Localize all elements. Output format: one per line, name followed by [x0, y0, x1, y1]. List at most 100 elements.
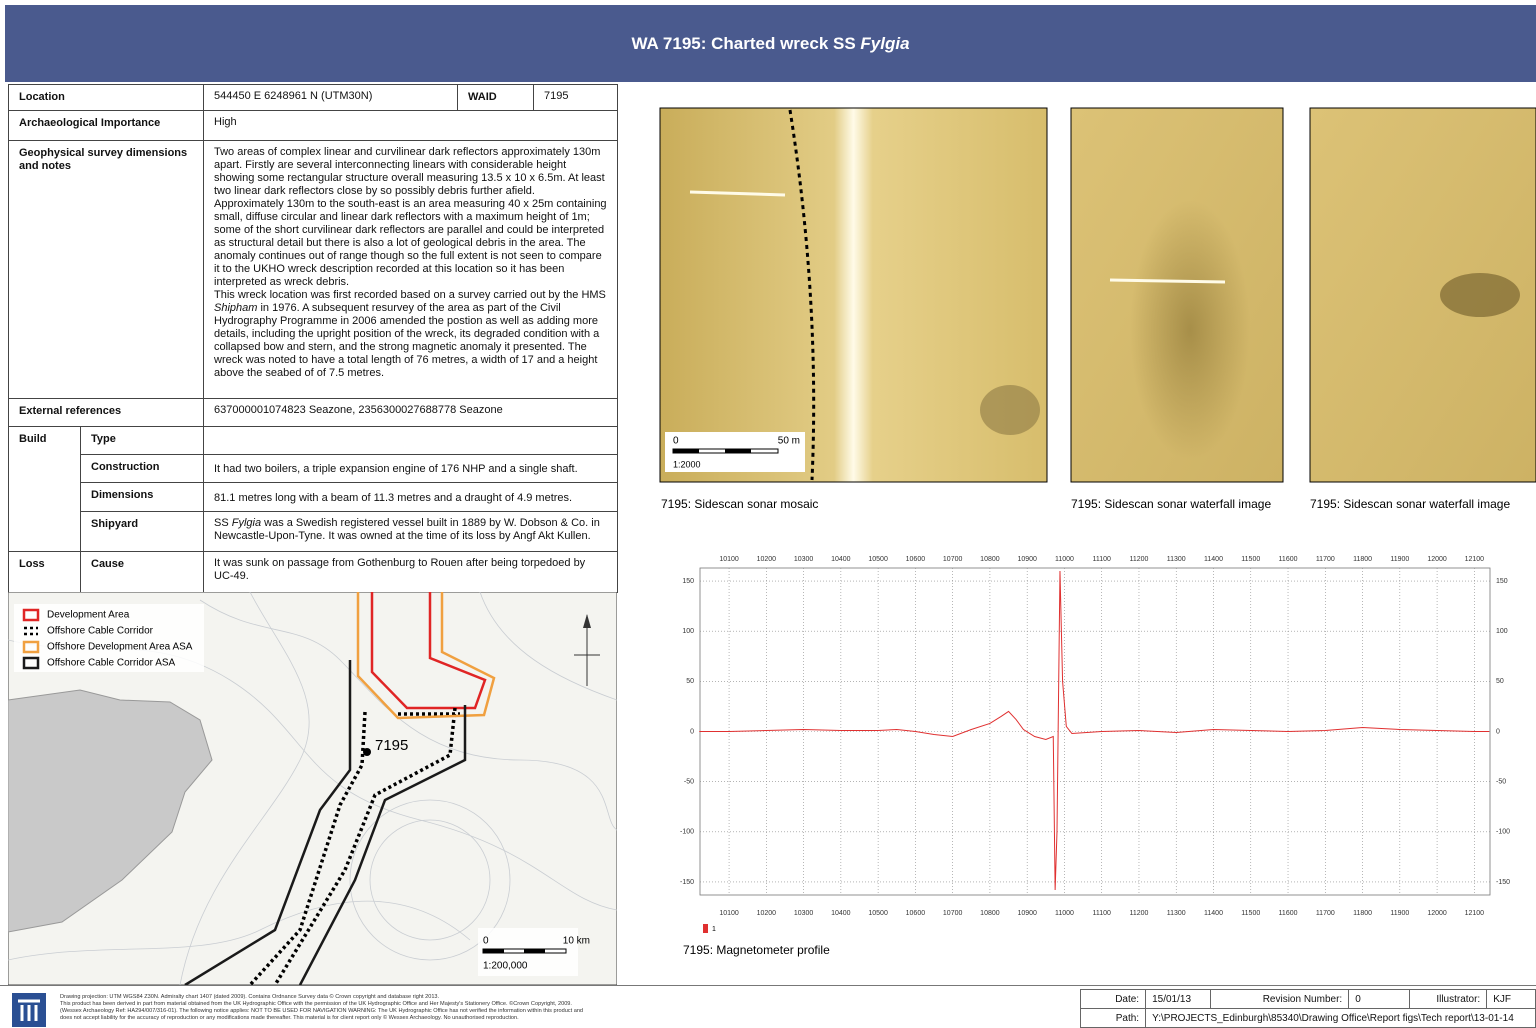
- tr: Date:15/01/13Revision Number:0Illustrato…: [1081, 990, 1536, 1009]
- rect: [673, 449, 699, 453]
- table-cell: SS Fylgia was a Swedish registered vesse…: [204, 512, 618, 552]
- x-tick-label: 11700: [1316, 910, 1335, 917]
- page: WA 7195: Charted wreck SS Fylgia Locatio…: [0, 0, 1536, 1027]
- title: WA 7195: Charted wreck SS Fylgia: [631, 34, 909, 54]
- y-tick-label: 150: [682, 578, 694, 585]
- chart-caption: 7195: Magnetometer profile: [683, 943, 830, 957]
- x-tick-label: 10600: [906, 910, 926, 917]
- y-tick-label: -150: [680, 879, 694, 886]
- table-cell: 81.1 metres long with a beam of 11.3 met…: [204, 483, 618, 512]
- note-line: does not accept liability for the accura…: [60, 1015, 583, 1022]
- p: This wreck location was first recorded b…: [214, 289, 607, 380]
- x-tick-label: 10800: [980, 910, 1000, 917]
- table-cell: 0: [1349, 990, 1409, 1009]
- x-tick-label: 10900: [1017, 556, 1037, 563]
- g: 0 50 m 1:2000 7195: Sidescan sonar mosai…: [660, 108, 1536, 957]
- table-cell: [204, 427, 618, 455]
- text: SS: [214, 517, 232, 529]
- table-cell: Path:: [1081, 1009, 1146, 1028]
- table-cell: 15/01/13: [1146, 990, 1211, 1009]
- x-tick-label: 10900: [1017, 910, 1037, 917]
- y-tick-label: -100: [680, 829, 694, 836]
- note-line: Drawing projection: UTM WGS84 Z30N. Admi…: [60, 994, 583, 1001]
- y-tick-label: 150: [1496, 578, 1508, 585]
- x-tick-label: 10600: [906, 556, 926, 563]
- x-tick-label: 11400: [1204, 910, 1223, 917]
- scale-ratio: 1:200,000: [483, 961, 528, 972]
- y-tick-label: 0: [690, 728, 694, 735]
- y-tick-label: 50: [1496, 678, 1504, 685]
- note-line: This product has been derived in part fr…: [60, 1001, 583, 1008]
- scale-start: 0: [483, 936, 489, 947]
- x-tick-label: 11000: [1055, 556, 1074, 563]
- table-cell: 7195: [534, 85, 618, 111]
- tr: Geophysical survey dimensions and notesT…: [9, 141, 618, 399]
- x-tick-label: 10100: [719, 556, 739, 563]
- caption: 7195: Sidescan sonar mosaic: [661, 497, 818, 511]
- x-tick-label: 12000: [1427, 910, 1447, 917]
- header: WA 7195: Charted wreck SS Fylgia: [5, 5, 1536, 82]
- x-tick-label: 10500: [868, 556, 888, 563]
- table-cell: Build: [9, 427, 81, 552]
- table-cell: Geophysical survey dimensions and notes: [9, 141, 204, 399]
- x-tick-label: 12100: [1465, 556, 1485, 563]
- text: Two areas of complex linear and curvilin…: [214, 146, 607, 288]
- table-cell: Two areas of complex linear and curvilin…: [204, 141, 618, 399]
- legend-label: 1: [712, 926, 716, 933]
- x-tick-label: 10100: [719, 910, 739, 917]
- x-tick-label: 10800: [980, 556, 1000, 563]
- text: WA 7195: Charted wreck SS: [631, 34, 860, 53]
- x-tick-label: 11700: [1316, 556, 1335, 563]
- caption: 7195: Sidescan sonar waterfall image: [1071, 497, 1271, 511]
- italic-text: Shipham: [214, 302, 257, 314]
- x-tick-label: 10700: [943, 556, 963, 563]
- x-tick-label: 11800: [1353, 556, 1372, 563]
- note-line: (Wessex Archaeology Ref: HA294/007/316-0…: [60, 1008, 583, 1015]
- p: Two areas of complex linear and curvilin…: [214, 146, 607, 289]
- line: [1110, 280, 1225, 282]
- italic-text: Fylgia: [860, 34, 909, 53]
- text: This wreck location was first recorded b…: [214, 289, 606, 301]
- x-tick-label: 11600: [1279, 556, 1298, 563]
- table-cell: 544450 E 6248961 N (UTM30N): [204, 85, 458, 111]
- x-tick-label: 11100: [1092, 556, 1111, 563]
- x-tick-label: 10700: [943, 910, 963, 917]
- footer-notes: Drawing projection: UTM WGS84 Z30N. Admi…: [60, 994, 583, 1022]
- legend-swatch: [703, 924, 708, 933]
- rect: [725, 449, 751, 453]
- y-tick-label: 100: [1496, 628, 1508, 635]
- table-cell: High: [204, 111, 618, 141]
- caption: 7195: Sidescan sonar waterfall image: [1310, 497, 1510, 511]
- text: was a Swedish registered vessel built in…: [214, 517, 600, 542]
- table-cell: It was sunk on passage from Gothenburg t…: [204, 552, 618, 593]
- rect: [483, 949, 504, 953]
- y-tick-label: -100: [1496, 829, 1510, 836]
- y-tick-label: -150: [1496, 879, 1510, 886]
- table-cell: WAID: [458, 85, 534, 111]
- text: in 1976. A subsequent resurvey of the ar…: [214, 302, 599, 379]
- table-cell: Revision Number:: [1210, 990, 1348, 1009]
- x-tick-label: 10300: [794, 910, 814, 917]
- y-tick-label: -50: [1496, 778, 1506, 785]
- ellipse: [1130, 200, 1250, 460]
- tr: Path:Y:\PROJECTS_Edinburgh\85340\Drawing…: [1081, 1009, 1536, 1028]
- x-tick-label: 11500: [1241, 910, 1260, 917]
- table-cell: Construction: [81, 455, 204, 483]
- logo: [12, 993, 46, 1027]
- legend-label: Offshore Cable Corridor ASA: [47, 658, 176, 669]
- g: 1010010100102001020010300103001040010400…: [680, 556, 1510, 933]
- x-tick-label: 11900: [1390, 556, 1409, 563]
- legend-label: Development Area: [47, 610, 130, 621]
- table-cell: Illustrator:: [1409, 990, 1487, 1009]
- table-cell: Cause: [81, 552, 204, 593]
- x-tick-label: 11600: [1279, 910, 1298, 917]
- table-cell: Y:\PROJECTS_Edinburgh\85340\Drawing Offi…: [1146, 1009, 1536, 1028]
